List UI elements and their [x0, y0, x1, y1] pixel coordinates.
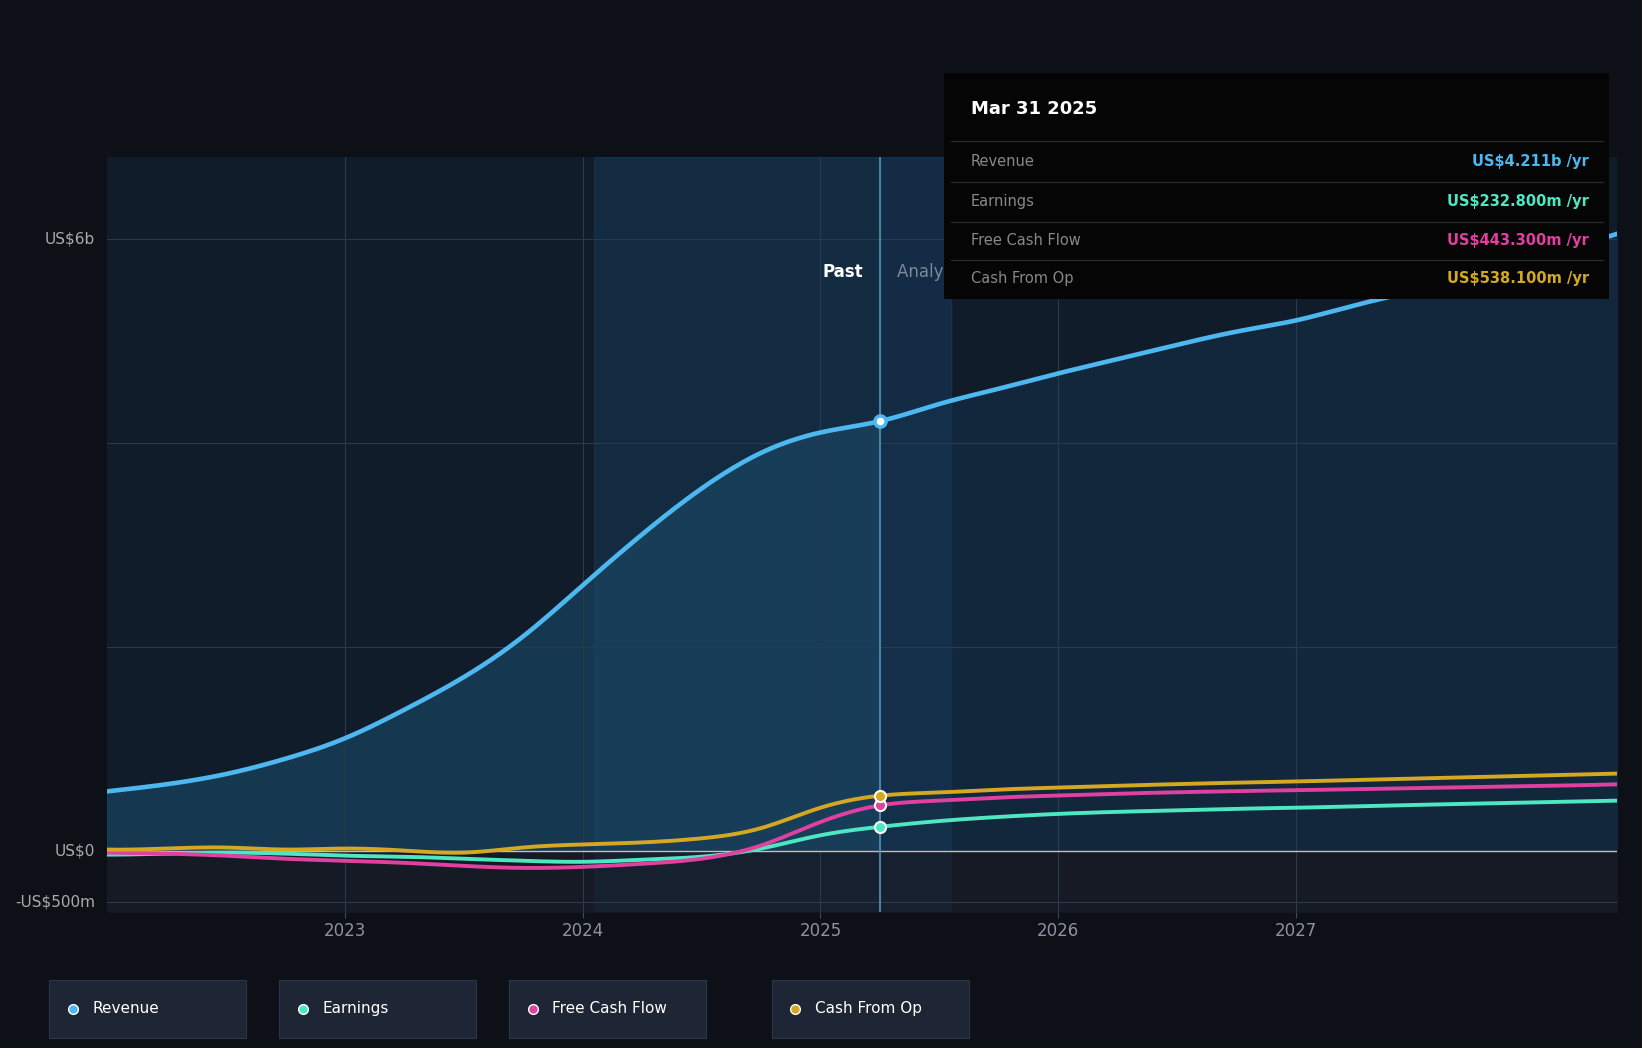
Text: US$6b: US$6b	[44, 232, 95, 246]
Text: US$4.211b /yr: US$4.211b /yr	[1473, 154, 1589, 169]
Text: Mar 31 2025: Mar 31 2025	[970, 101, 1097, 118]
Bar	[594, 157, 880, 912]
Text: Cash From Op: Cash From Op	[970, 270, 1074, 286]
Text: US$538.100m /yr: US$538.100m /yr	[1447, 270, 1589, 286]
Text: Free Cash Flow: Free Cash Flow	[552, 1001, 667, 1017]
Text: US$0: US$0	[54, 843, 95, 858]
Text: US$443.300m /yr: US$443.300m /yr	[1448, 233, 1589, 247]
Text: Revenue: Revenue	[92, 1001, 159, 1017]
Text: Past: Past	[823, 263, 864, 281]
Text: US$232.800m /yr: US$232.800m /yr	[1447, 194, 1589, 210]
Text: Revenue: Revenue	[970, 154, 1034, 169]
Text: Earnings: Earnings	[970, 194, 1034, 210]
Text: Free Cash Flow: Free Cash Flow	[970, 233, 1080, 247]
Text: Cash From Op: Cash From Op	[814, 1001, 923, 1017]
Bar	[880, 157, 951, 912]
Text: Analysts Forecasts: Analysts Forecasts	[897, 263, 1051, 281]
Text: -US$500m: -US$500m	[15, 894, 95, 909]
Text: Earnings: Earnings	[322, 1001, 389, 1017]
